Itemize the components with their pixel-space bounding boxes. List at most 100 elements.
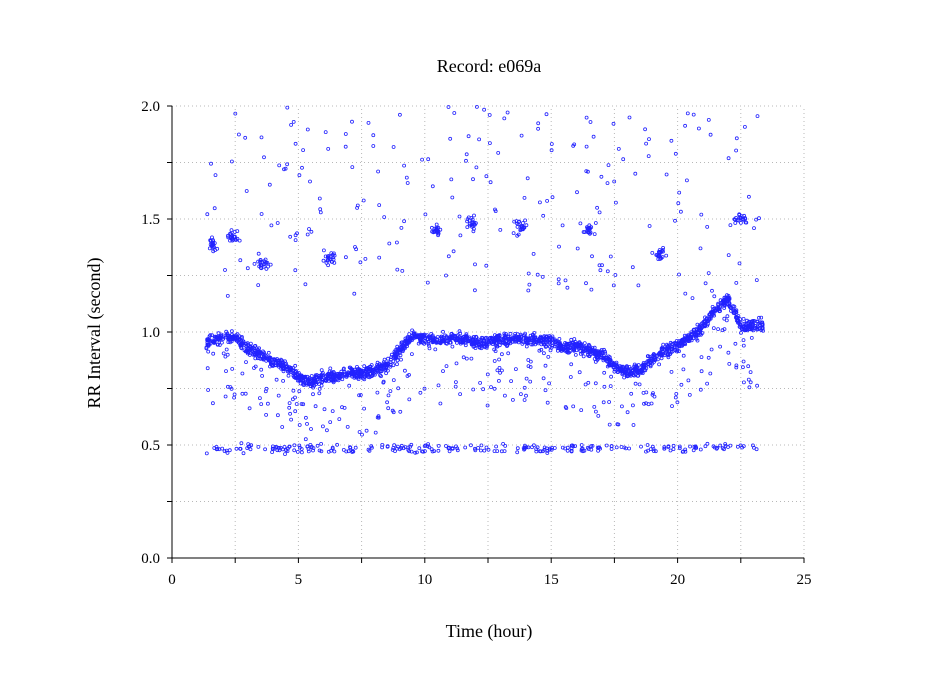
data-point [323, 254, 328, 259]
data-point [679, 209, 683, 214]
data-point [382, 357, 387, 362]
data-point [559, 348, 564, 353]
chart-title: Record: e069a [437, 56, 541, 76]
data-point [722, 295, 727, 300]
data-point [407, 338, 412, 343]
data-point [644, 141, 648, 146]
data-point [755, 383, 759, 388]
data-point [741, 359, 746, 364]
data-point [565, 448, 570, 453]
data-point [675, 400, 680, 405]
data-point [611, 121, 616, 126]
data-point [358, 393, 363, 397]
data-point [350, 367, 355, 372]
data-point [735, 315, 739, 320]
data-point [292, 443, 297, 448]
data-point [708, 371, 713, 376]
data-point [677, 339, 681, 343]
data-point [685, 338, 690, 343]
data-point [710, 288, 714, 293]
data-point [664, 172, 669, 177]
data-point [309, 374, 314, 378]
data-point [371, 144, 376, 148]
data-point [751, 443, 755, 448]
data-point [515, 446, 520, 451]
data-point [689, 336, 693, 341]
data-point [683, 291, 688, 296]
data-point [382, 361, 387, 366]
data-point [472, 335, 476, 339]
data-point [227, 448, 232, 453]
data-point [670, 404, 674, 409]
data-point [252, 261, 257, 266]
data-point [739, 220, 743, 225]
data-point [704, 319, 709, 324]
data-point [723, 442, 728, 446]
data-point [556, 277, 561, 282]
data-point [297, 423, 302, 427]
data-point [524, 393, 528, 398]
data-point [571, 404, 576, 409]
data-point [300, 165, 304, 170]
data-point [293, 363, 298, 368]
data-point [485, 403, 490, 408]
data-point [524, 223, 529, 228]
data-point [303, 437, 308, 442]
data-point [390, 447, 395, 452]
data-point [592, 232, 597, 237]
data-point [356, 367, 361, 372]
data-point [360, 432, 364, 437]
data-point [584, 115, 589, 120]
data-point [331, 374, 335, 379]
data-point [225, 384, 230, 389]
data-point [276, 446, 281, 450]
data-point [525, 176, 530, 181]
data-point [447, 449, 452, 454]
data-point [252, 350, 257, 355]
data-point [399, 357, 403, 362]
data-point [660, 247, 665, 252]
data-point [671, 447, 676, 452]
data-point [350, 119, 354, 124]
data-point [631, 403, 635, 408]
data-point [363, 256, 368, 261]
data-point [376, 169, 381, 174]
data-point [213, 173, 218, 178]
data-point [492, 333, 497, 338]
data-point [245, 446, 250, 451]
data-point [438, 401, 443, 406]
data-point [733, 217, 738, 222]
data-point [645, 362, 650, 367]
data-point [536, 121, 541, 126]
data-point [693, 444, 698, 449]
data-point [240, 371, 245, 376]
data-point [279, 366, 284, 371]
data-point [404, 175, 409, 180]
data-point [677, 272, 681, 277]
data-point [666, 355, 671, 360]
data-point [478, 448, 483, 453]
data-point [297, 445, 302, 450]
data-point [245, 342, 250, 347]
data-point [479, 443, 484, 448]
data-point [458, 233, 463, 238]
data-point [675, 348, 680, 353]
data-point [283, 359, 287, 364]
data-point [280, 425, 285, 429]
data-point [206, 349, 211, 354]
data-point [247, 353, 252, 357]
data-point [214, 447, 219, 452]
data-point [741, 365, 745, 370]
data-point [362, 406, 367, 411]
data-point [387, 241, 392, 246]
data-point [366, 447, 371, 452]
data-point [681, 449, 686, 454]
data-point [757, 216, 761, 221]
data-point [341, 367, 346, 372]
data-point [527, 282, 532, 287]
data-point [577, 340, 581, 345]
data-point [298, 378, 303, 383]
data-point [737, 212, 742, 217]
data-point [515, 450, 520, 455]
data-point [326, 146, 331, 151]
